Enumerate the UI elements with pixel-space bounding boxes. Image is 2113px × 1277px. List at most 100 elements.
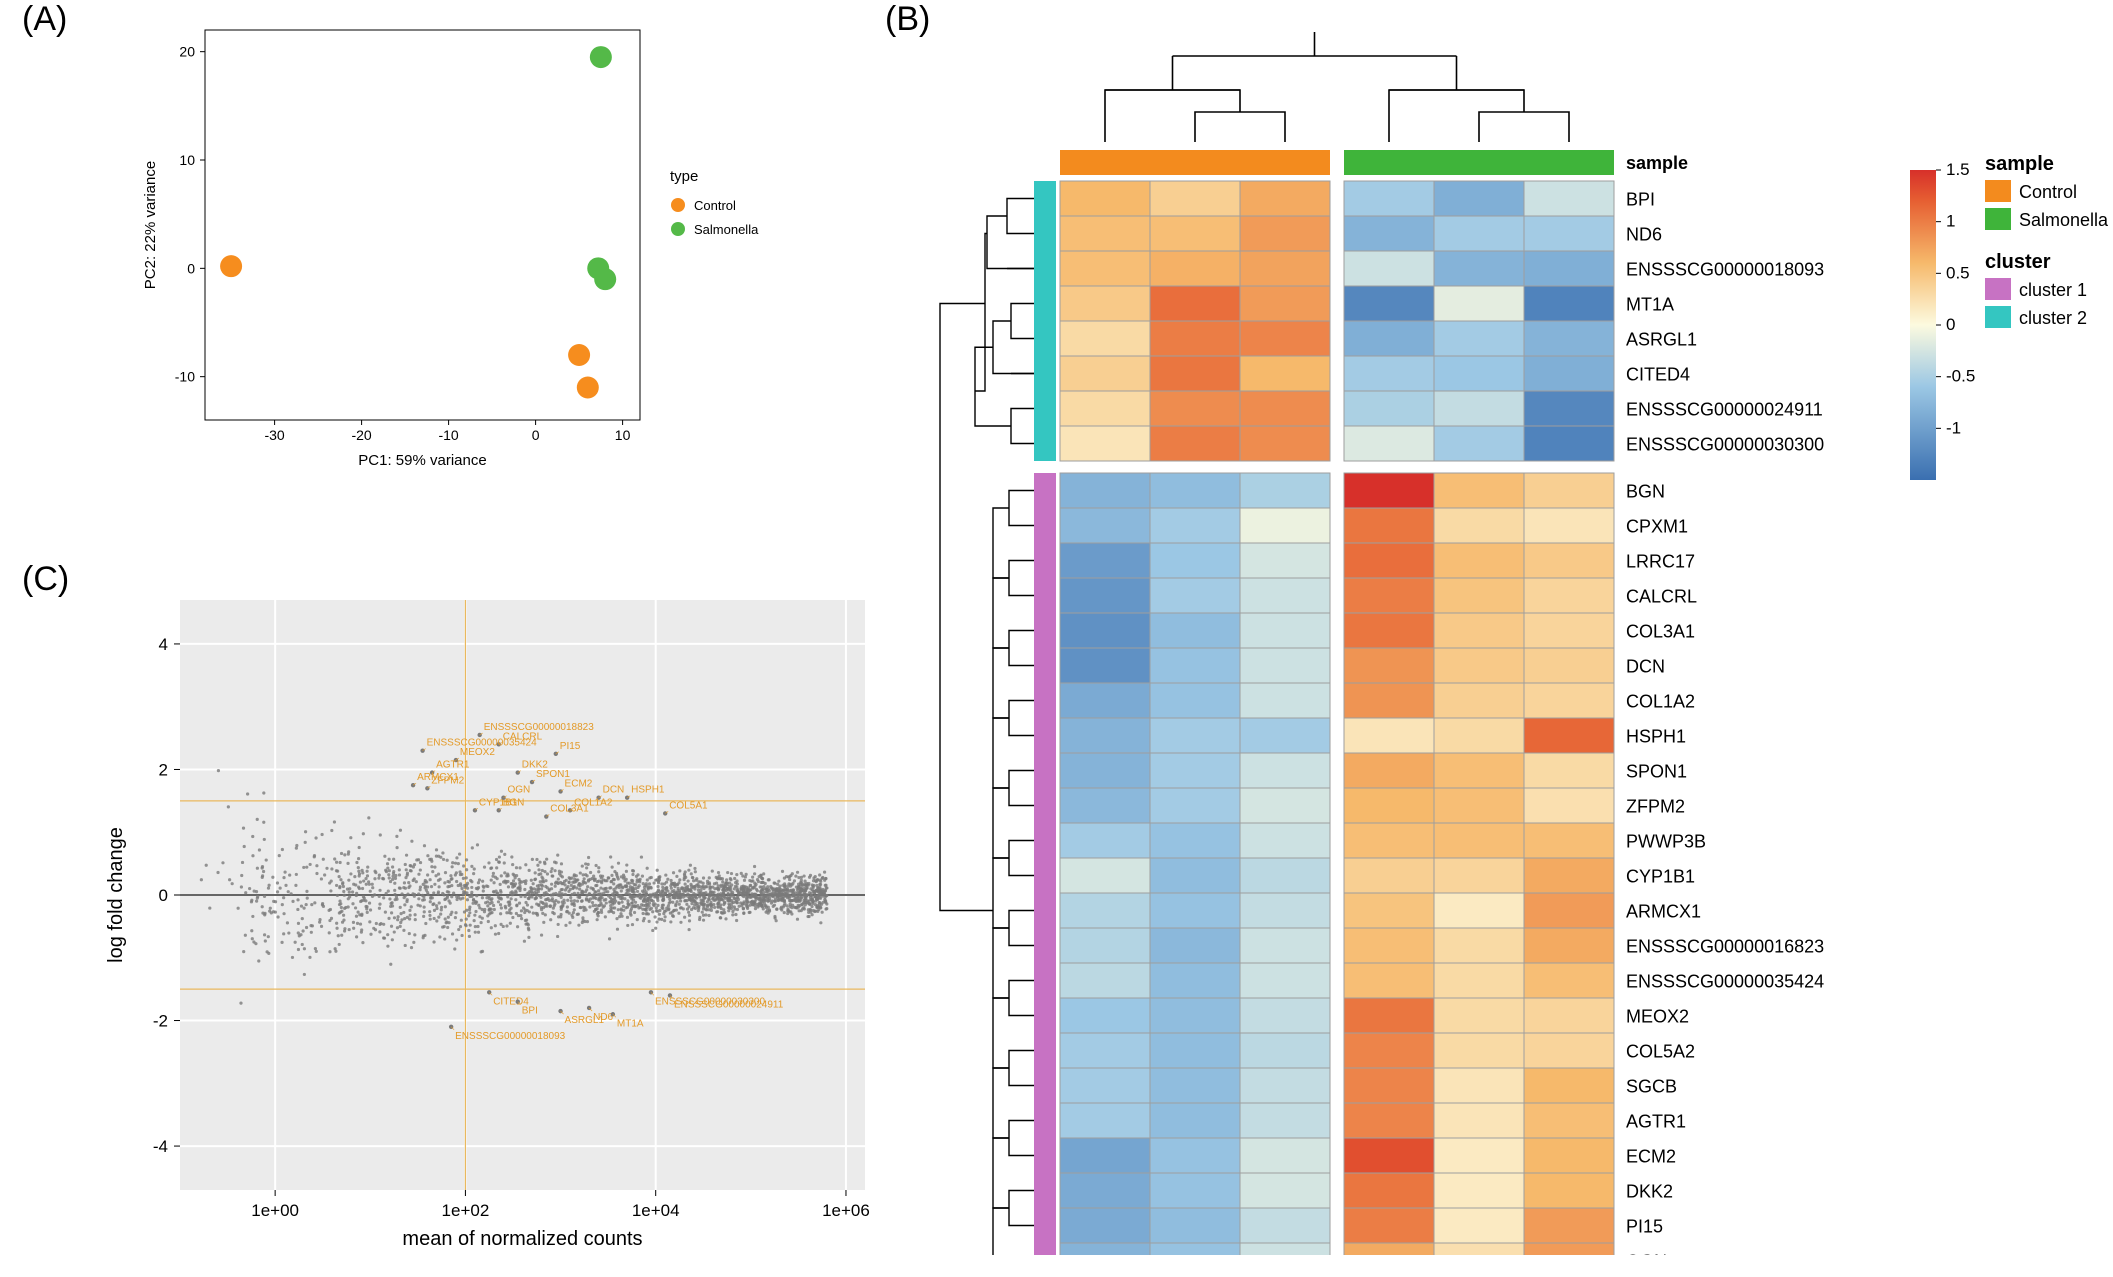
gene-label: DCN	[603, 785, 625, 796]
svg-text:cluster: cluster	[1985, 251, 2051, 273]
gene-label: ARMCX1	[417, 772, 459, 783]
svg-text:-1: -1	[1946, 418, 1961, 437]
svg-text:BGN: BGN	[1626, 482, 1665, 502]
svg-text:PC1: 59% variance: PC1: 59% variance	[358, 452, 486, 469]
svg-text:CYP1B1: CYP1B1	[1626, 867, 1695, 887]
gene-label: MEOX2	[460, 747, 495, 758]
svg-text:ENSSSCG00000030300: ENSSSCG00000030300	[1626, 435, 1824, 455]
svg-text:DKK2: DKK2	[1626, 1182, 1673, 1202]
svg-text:-4: -4	[153, 1137, 168, 1156]
gene-label: COL5A1	[669, 800, 708, 811]
svg-text:ENSSSCG00000018093: ENSSSCG00000018093	[1626, 260, 1824, 280]
svg-text:PI15: PI15	[1626, 1217, 1663, 1237]
svg-text:Control: Control	[694, 198, 736, 213]
svg-text:DCN: DCN	[1626, 657, 1665, 677]
svg-text:MEOX2: MEOX2	[1626, 1007, 1689, 1027]
svg-text:-10: -10	[438, 427, 458, 443]
svg-text:-10: -10	[175, 369, 195, 385]
svg-text:PWWP3B: PWWP3B	[1626, 832, 1706, 852]
svg-text:PC2: 22% variance: PC2: 22% variance	[142, 161, 159, 289]
svg-text:sample: sample	[1985, 153, 2054, 175]
gene-label: ENSSSCG00000024911	[674, 999, 784, 1010]
svg-text:COL5A2: COL5A2	[1626, 1042, 1695, 1062]
svg-text:LRRC17: LRRC17	[1626, 552, 1695, 572]
svg-text:Salmonella: Salmonella	[694, 222, 759, 237]
svg-text:HSPH1: HSPH1	[1626, 727, 1686, 747]
svg-text:1: 1	[1946, 212, 1955, 231]
svg-text:10: 10	[615, 427, 631, 443]
svg-text:mean of normalized counts: mean of normalized counts	[402, 1228, 642, 1250]
gene-label: OGN	[507, 785, 530, 796]
svg-text:OGN: OGN	[1626, 1252, 1667, 1256]
svg-text:CALCRL: CALCRL	[1626, 587, 1697, 607]
svg-text:CPXM1: CPXM1	[1626, 517, 1688, 537]
svg-text:BPI: BPI	[1626, 190, 1655, 210]
svg-text:1e+00: 1e+00	[251, 1201, 299, 1220]
svg-text:Control: Control	[2019, 182, 2077, 202]
svg-text:0: 0	[1946, 315, 1955, 334]
svg-text:ENSSSCG00000024911: ENSSSCG00000024911	[1626, 400, 1823, 420]
pca-point	[568, 344, 590, 366]
svg-text:-30: -30	[264, 427, 284, 443]
svg-text:1.5: 1.5	[1946, 160, 1970, 179]
svg-text:ASRGL1: ASRGL1	[1626, 330, 1697, 350]
svg-text:type: type	[670, 168, 698, 185]
panel-label-a: (A)	[22, 0, 67, 39]
gene-label: SPON1	[536, 769, 570, 780]
panel-label-b: (B)	[885, 0, 930, 39]
pca-point	[220, 255, 242, 277]
svg-text:2: 2	[159, 760, 168, 779]
gene-label: ENSSSCG00000018823	[484, 722, 595, 733]
svg-text:Salmonella: Salmonella	[2019, 210, 2109, 230]
svg-text:ENSSSCG00000016823: ENSSSCG00000016823	[1626, 937, 1824, 957]
svg-text:SPON1: SPON1	[1626, 762, 1687, 782]
figure-stage: { "labels": { "A": "(A)", "B": "(B)", "C…	[0, 0, 2113, 1277]
svg-text:10: 10	[179, 152, 195, 168]
gene-label: AGTR1	[436, 760, 470, 771]
svg-text:1e+02: 1e+02	[442, 1201, 490, 1220]
svg-text:0: 0	[159, 886, 168, 905]
svg-text:0.5: 0.5	[1946, 263, 1970, 282]
pca-scatter: -30 -20 -10 0 10 -10 0 10 20 PC1: 59% variance PC2…	[130, 10, 850, 480]
pca-point	[590, 46, 612, 68]
svg-text:ARMCX1: ARMCX1	[1626, 902, 1701, 922]
gene-label: ECM2	[565, 778, 593, 789]
gene-label: ENSSSCG00000018093	[455, 1031, 566, 1042]
gene-label: DKK2	[522, 760, 549, 771]
svg-text:4: 4	[159, 635, 168, 654]
svg-text:-2: -2	[153, 1012, 168, 1031]
svg-text:COL3A1: COL3A1	[1626, 622, 1695, 642]
pca-point	[594, 268, 616, 290]
svg-text:0: 0	[187, 260, 195, 276]
svg-text:AGTR1: AGTR1	[1626, 1112, 1686, 1132]
svg-text:ND6: ND6	[1626, 225, 1662, 245]
svg-text:ECM2: ECM2	[1626, 1147, 1676, 1167]
svg-text:0: 0	[532, 427, 540, 443]
gene-label: BGN	[503, 797, 525, 808]
svg-text:-20: -20	[351, 427, 371, 443]
heatmap: sample BPI ND6 ENSSSCG00000018093 MT1A ASRGL1…	[930, 20, 2110, 1255]
svg-text:-0.5: -0.5	[1946, 367, 1975, 386]
svg-text:CITED4: CITED4	[1626, 365, 1690, 385]
svg-text:20: 20	[179, 44, 195, 60]
svg-text:ZFPM2: ZFPM2	[1626, 797, 1685, 817]
gene-label: HSPH1	[631, 785, 665, 796]
svg-text:1e+04: 1e+04	[632, 1201, 680, 1220]
svg-text:cluster 2: cluster 2	[2019, 308, 2087, 328]
svg-text:COL1A2: COL1A2	[1626, 692, 1695, 712]
gene-label: MT1A	[617, 1018, 644, 1029]
svg-text:log fold change: log fold change	[105, 827, 127, 963]
ma-plot: CALCRLPI15ENSSSCG00000018823ENSSSCG00000…	[95, 580, 885, 1260]
svg-text:1e+06: 1e+06	[822, 1201, 870, 1220]
gene-label: COL3A1	[550, 804, 589, 815]
gene-label: ND6	[593, 1012, 613, 1023]
pca-point	[577, 377, 599, 399]
svg-text:cluster 1: cluster 1	[2019, 280, 2087, 300]
gene-label: PI15	[560, 741, 581, 752]
svg-text:SGCB: SGCB	[1626, 1077, 1677, 1097]
svg-text:sample: sample	[1626, 153, 1688, 173]
panel-label-c: (C)	[22, 560, 69, 599]
gene-label: BPI	[522, 1006, 538, 1017]
svg-text:MT1A: MT1A	[1626, 295, 1674, 315]
svg-text:ENSSSCG00000035424: ENSSSCG00000035424	[1626, 972, 1824, 992]
